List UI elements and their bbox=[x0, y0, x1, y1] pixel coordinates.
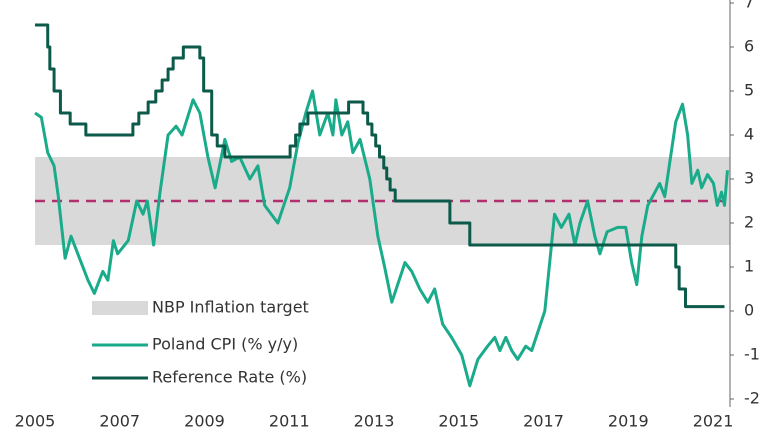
x-tick-label: 2017 bbox=[523, 412, 564, 431]
legend-label: Reference Rate (%) bbox=[152, 368, 307, 387]
y-tick-label: 5 bbox=[744, 81, 754, 100]
y-tick-label: -1 bbox=[744, 345, 760, 364]
x-tick-label: 2011 bbox=[269, 412, 310, 431]
y-tick-label: 3 bbox=[744, 169, 754, 188]
x-tick-label: 2019 bbox=[608, 412, 649, 431]
y-tick-label: 1 bbox=[744, 257, 754, 276]
legend-label: Poland CPI (% y/y) bbox=[152, 335, 298, 354]
y-tick-label: -2 bbox=[744, 389, 760, 408]
x-tick-label: 2005 bbox=[15, 412, 56, 431]
x-tick-label: 2015 bbox=[438, 412, 479, 431]
x-tick-label: 2007 bbox=[99, 412, 140, 431]
y-tick-label: 0 bbox=[744, 301, 754, 320]
x-tick-label: 2009 bbox=[184, 412, 225, 431]
series-line bbox=[34, 89, 729, 388]
x-tick-label: 2013 bbox=[354, 412, 395, 431]
series-line bbox=[35, 23, 725, 309]
legend-label: NBP Inflation target bbox=[152, 298, 309, 317]
legend-swatch bbox=[92, 301, 148, 315]
x-tick-label: 2021 bbox=[693, 412, 734, 431]
y-tick-label: 2 bbox=[744, 213, 754, 232]
y-tick-label: 4 bbox=[744, 125, 754, 144]
y-tick-label: 7 bbox=[744, 0, 754, 12]
y-tick-label: 6 bbox=[744, 37, 754, 56]
